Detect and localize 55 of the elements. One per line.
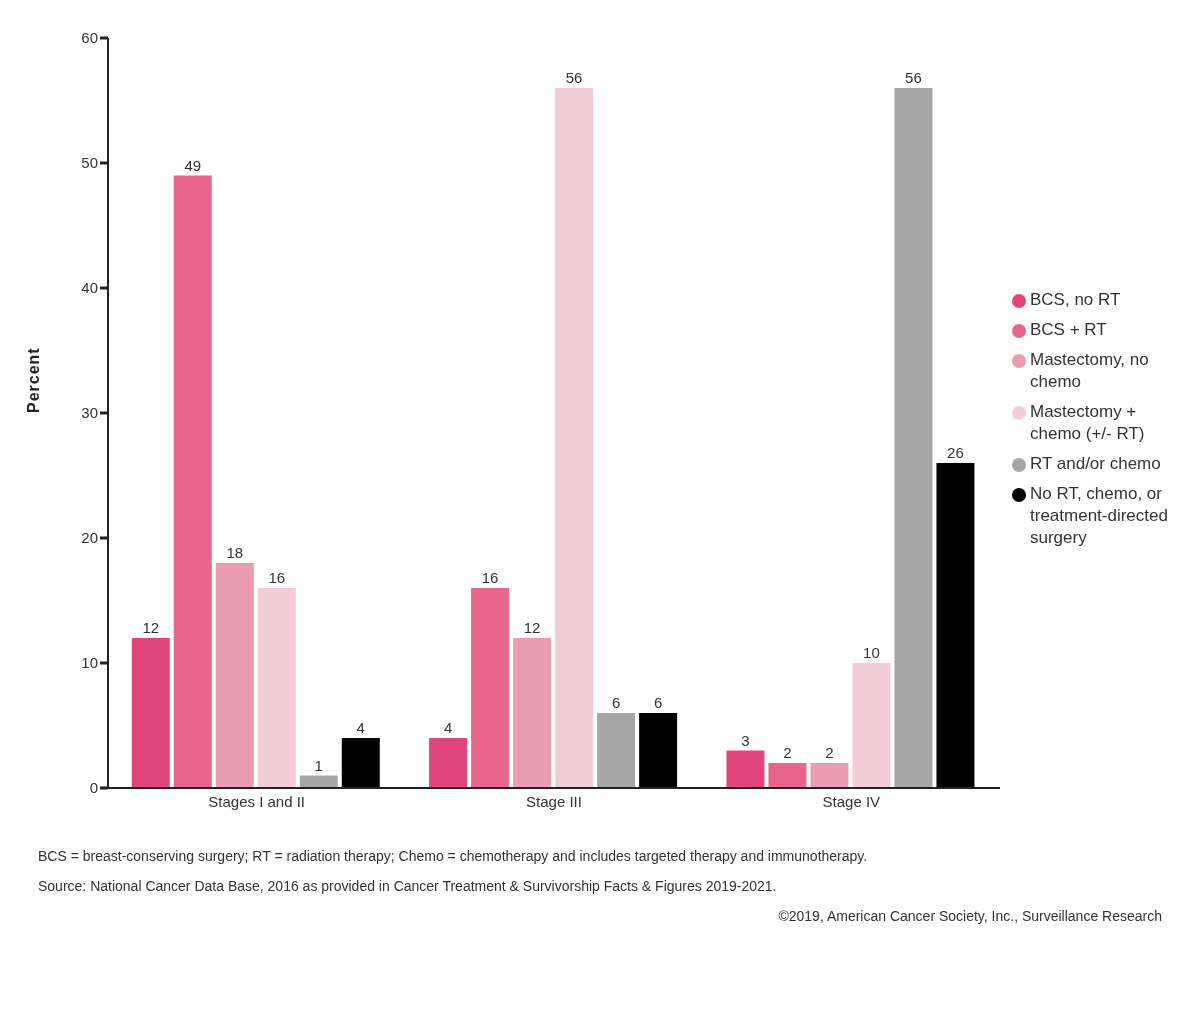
bar: [852, 663, 891, 788]
y-axis-title: Percent: [24, 347, 42, 413]
y-tick-label: 0: [89, 779, 98, 797]
data-label: 12: [142, 619, 160, 636]
bar: [471, 588, 510, 788]
data-label: 12: [523, 619, 541, 636]
bar: [341, 738, 380, 788]
legend-label: Mastectomy + chemo (+/- RT): [1030, 401, 1146, 445]
bar: [936, 463, 975, 788]
bar: [726, 750, 765, 788]
bar: [894, 88, 933, 788]
x-tick-label: Stage III: [526, 792, 582, 810]
bar: [173, 175, 212, 788]
data-label: 56: [905, 69, 922, 86]
data-label: 56: [565, 69, 583, 86]
legend-label: Mastectomy, no chemo: [1030, 349, 1150, 393]
bar: [513, 638, 552, 788]
bar: [639, 713, 678, 788]
y-tick-label: 40: [81, 279, 98, 297]
data-label: 4: [443, 719, 453, 736]
data-label: 26: [947, 444, 964, 461]
y-tick-label: 20: [81, 529, 98, 547]
data-label: 10: [863, 644, 880, 661]
x-tick-label: Stage IV: [822, 792, 881, 810]
bar: [810, 763, 849, 788]
legend-label: No RT, chemo, or treatment-directed surgery: [1030, 483, 1169, 549]
data-label: 49: [184, 156, 202, 174]
bar: [597, 713, 636, 788]
legend-label: BCS + RT: [1030, 319, 1108, 341]
y-tick-label: 60: [81, 29, 98, 47]
legend-label: RT and/or chemo: [1030, 453, 1162, 475]
data-label: 3: [741, 731, 750, 749]
data-label: 2: [783, 744, 792, 761]
source-note: Source: National Cancer Data Base, 2016 as provided in Cancer Treatment & Survivorship Facts & Figures 2019-2021.: [38, 878, 778, 894]
x-tick-label: Stages I and II: [208, 792, 306, 810]
bar: [429, 738, 468, 788]
data-label: 6: [653, 694, 663, 711]
bar: [768, 763, 807, 788]
y-tick-label: 30: [81, 404, 98, 422]
data-label: 1: [314, 756, 323, 774]
bar: [257, 588, 296, 788]
data-label: 16: [481, 569, 499, 586]
y-tick-label: 10: [81, 654, 98, 672]
data-label: 18: [226, 544, 244, 561]
y-tick-label: 50: [81, 154, 98, 172]
data-label: 6: [611, 694, 621, 711]
data-label: 2: [825, 744, 834, 761]
text: BCS = breast-conserving surgery; RT = radiation therapy; Chemo = chemotherapy and includes targeted therapy and immunotherapy.: [38, 848, 869, 864]
bar: [555, 88, 594, 788]
bar: [131, 638, 170, 788]
legend-label: BCS, no RT: [1030, 289, 1122, 311]
data-label: 4: [356, 719, 365, 736]
data-label: 16: [268, 569, 286, 586]
text: ©2019, American Cancer Society, Inc., Surveillance Research: [777, 908, 1162, 924]
bar: [215, 563, 254, 788]
